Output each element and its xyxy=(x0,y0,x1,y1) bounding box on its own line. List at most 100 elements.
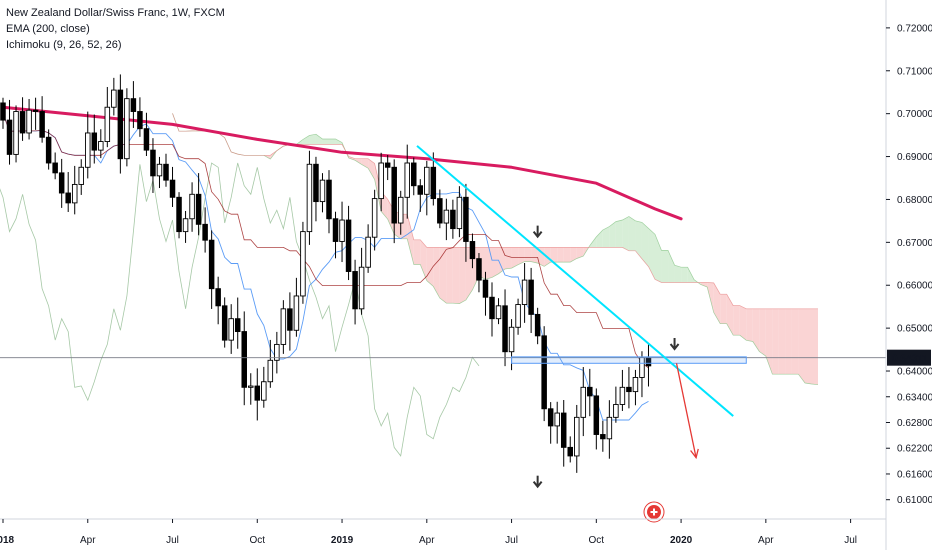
cloud-segment xyxy=(524,247,532,262)
candle xyxy=(91,114,98,164)
candle-body xyxy=(567,446,573,457)
candle-body xyxy=(182,218,189,233)
candle xyxy=(254,368,261,421)
candle-body xyxy=(430,166,437,200)
candle xyxy=(287,292,293,351)
chikou-span xyxy=(0,162,480,457)
candle-body xyxy=(176,196,182,233)
candle xyxy=(476,253,482,293)
candle-body xyxy=(541,335,547,410)
cloud-segment xyxy=(563,247,571,263)
event-flag-icon xyxy=(643,501,665,523)
candle xyxy=(645,344,652,387)
y-tick-label: 0.61600 xyxy=(897,469,932,480)
candle-body xyxy=(606,416,613,440)
candle-body xyxy=(248,385,254,388)
candle-body xyxy=(339,219,345,242)
candle-body xyxy=(85,132,91,168)
candle xyxy=(404,144,410,219)
candle-body xyxy=(613,404,619,418)
candle-body xyxy=(476,258,482,281)
candle xyxy=(228,304,234,354)
candle-body xyxy=(489,296,495,320)
candle-body xyxy=(39,111,45,138)
candle xyxy=(65,172,71,212)
candle-body xyxy=(300,231,306,297)
candle xyxy=(137,97,143,137)
candle-body xyxy=(202,223,208,241)
candle-body xyxy=(6,119,13,155)
cloud-segment xyxy=(348,156,356,161)
senkou-span-b xyxy=(172,113,818,310)
candle xyxy=(456,186,463,238)
candle-body xyxy=(443,209,450,224)
y-tick-label: 0.62800 xyxy=(897,418,932,429)
candle xyxy=(208,230,215,309)
cloud-segment xyxy=(648,228,655,280)
x-tick-label: 2020 xyxy=(670,535,693,546)
candle-body xyxy=(280,308,287,345)
down-arrow-marker xyxy=(532,475,543,489)
candle-body xyxy=(515,304,521,328)
candle xyxy=(371,189,378,251)
candle-body xyxy=(156,163,163,177)
candle xyxy=(130,81,137,128)
candle xyxy=(143,112,150,156)
cloud-segment xyxy=(641,222,649,267)
candle-body xyxy=(234,318,241,333)
candle xyxy=(267,339,274,388)
cloud-segment xyxy=(361,158,369,169)
candle xyxy=(221,297,228,348)
cloud-segment xyxy=(635,220,642,259)
cloud-segment xyxy=(459,247,466,304)
cloud-segment xyxy=(387,199,395,235)
candle-body xyxy=(417,185,424,195)
cloud-segment xyxy=(759,308,766,357)
candle xyxy=(234,297,241,349)
cloud-segment xyxy=(368,158,375,180)
candle xyxy=(19,97,26,141)
cloud-segment xyxy=(439,247,447,304)
candle xyxy=(150,138,156,193)
resistance-zone xyxy=(511,356,747,364)
cloud-segment xyxy=(374,163,382,212)
candle xyxy=(241,311,247,406)
cloud-segment xyxy=(778,308,786,375)
y-tick-label: 0.69000 xyxy=(897,152,932,163)
candle xyxy=(632,369,639,406)
candle xyxy=(528,267,534,333)
candle-body xyxy=(215,288,221,307)
candle-body xyxy=(463,196,469,242)
candle xyxy=(248,373,254,405)
candle-body xyxy=(26,109,32,134)
cloud-segment xyxy=(465,247,473,300)
cloud-segment xyxy=(322,139,329,145)
candle xyxy=(587,368,593,417)
cloud-segment xyxy=(785,308,792,375)
cloud-segment xyxy=(615,219,623,248)
candle-body xyxy=(293,295,300,331)
drawings xyxy=(0,145,886,523)
candle xyxy=(417,179,424,212)
x-tick-label: 2019 xyxy=(331,535,354,546)
candle xyxy=(78,159,84,195)
candle-body xyxy=(352,271,358,310)
cloud-segment xyxy=(596,230,603,248)
candle-body xyxy=(208,239,215,290)
cloud-segment xyxy=(413,239,421,265)
candle xyxy=(52,152,58,180)
candle xyxy=(58,158,65,208)
cloud-segment xyxy=(550,247,558,263)
cloud-segment xyxy=(576,247,584,259)
candle xyxy=(332,211,339,259)
candle-body xyxy=(98,141,104,151)
x-tick-label: Apr xyxy=(758,535,774,546)
candle-body xyxy=(450,209,456,230)
candle-body xyxy=(587,386,593,397)
cloud-segment xyxy=(335,139,343,145)
candle xyxy=(554,401,560,444)
candle xyxy=(515,298,521,335)
candles xyxy=(0,74,652,473)
